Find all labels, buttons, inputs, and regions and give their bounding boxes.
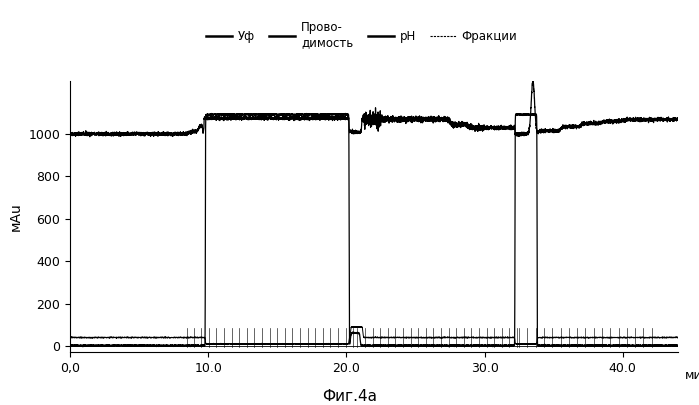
Text: Фиг.4а: Фиг.4а (322, 389, 377, 404)
Y-axis label: мАu: мАu (9, 202, 23, 231)
Text: мин: мин (685, 369, 699, 382)
Legend: Уф, Прово-
димость, pH, Фракции: Уф, Прово- димость, pH, Фракции (201, 16, 522, 54)
